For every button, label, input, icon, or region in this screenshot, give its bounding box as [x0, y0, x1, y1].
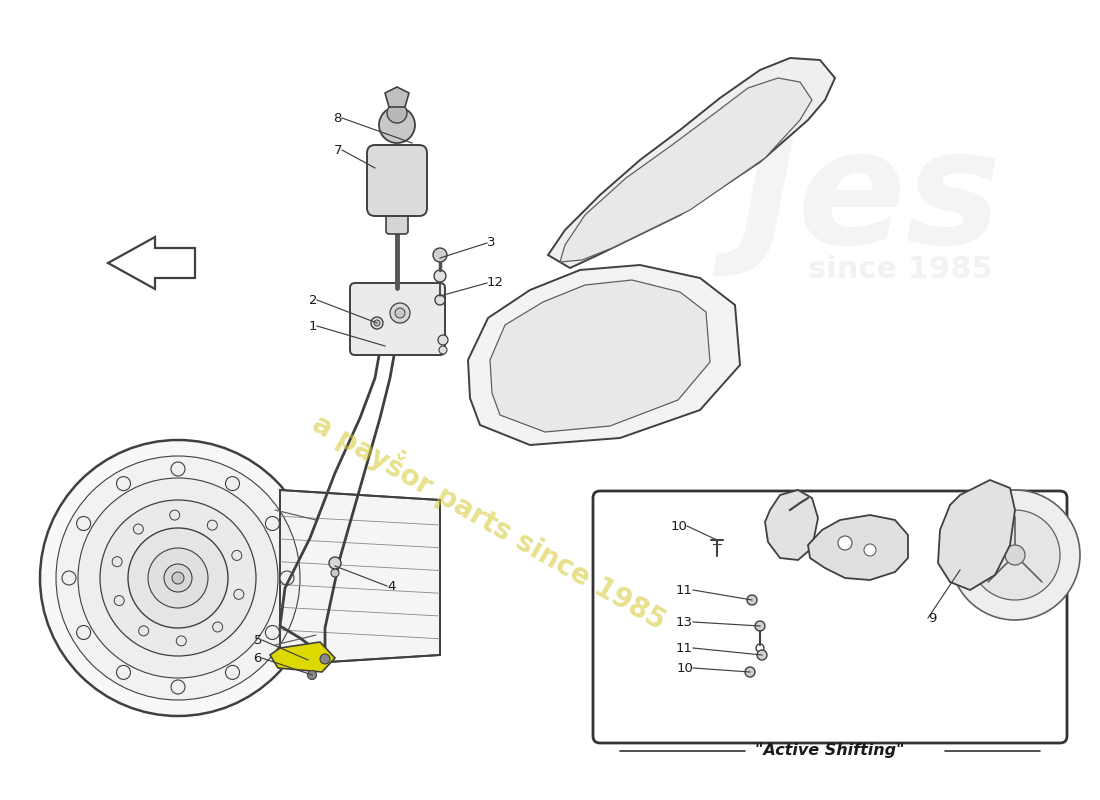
- Text: 11: 11: [676, 642, 693, 654]
- Text: 1: 1: [308, 319, 317, 333]
- Polygon shape: [548, 58, 835, 268]
- FancyBboxPatch shape: [367, 145, 427, 216]
- Circle shape: [148, 548, 208, 608]
- FancyBboxPatch shape: [386, 210, 408, 234]
- Circle shape: [212, 622, 222, 632]
- Polygon shape: [468, 265, 740, 445]
- Text: 11: 11: [676, 583, 693, 597]
- Circle shape: [139, 626, 148, 636]
- FancyBboxPatch shape: [350, 283, 446, 355]
- Text: Jes: Jes: [738, 122, 1001, 278]
- Circle shape: [838, 536, 853, 550]
- Circle shape: [864, 544, 876, 556]
- Circle shape: [970, 510, 1060, 600]
- Text: 10: 10: [676, 662, 693, 674]
- Circle shape: [371, 317, 383, 329]
- Polygon shape: [808, 515, 908, 580]
- Text: 7: 7: [333, 143, 342, 157]
- Circle shape: [755, 621, 764, 631]
- Circle shape: [747, 595, 757, 605]
- Circle shape: [265, 517, 279, 530]
- Circle shape: [133, 524, 143, 534]
- Circle shape: [169, 510, 179, 520]
- Circle shape: [390, 303, 410, 323]
- Text: 3: 3: [487, 237, 495, 250]
- Circle shape: [438, 335, 448, 345]
- Circle shape: [128, 528, 228, 628]
- Circle shape: [176, 636, 186, 646]
- Polygon shape: [490, 280, 710, 432]
- Circle shape: [207, 520, 218, 530]
- Circle shape: [170, 462, 185, 476]
- Circle shape: [234, 590, 244, 599]
- Circle shape: [433, 248, 447, 262]
- Circle shape: [117, 666, 131, 679]
- Circle shape: [77, 626, 90, 639]
- Circle shape: [950, 490, 1080, 620]
- Circle shape: [280, 571, 294, 585]
- Circle shape: [329, 557, 341, 569]
- Circle shape: [331, 569, 339, 577]
- Circle shape: [434, 295, 446, 305]
- Circle shape: [439, 346, 447, 354]
- Circle shape: [172, 572, 184, 584]
- Text: 9: 9: [928, 611, 936, 625]
- Text: 13: 13: [676, 615, 693, 629]
- Text: since 1985: since 1985: [807, 255, 992, 285]
- Text: 6: 6: [254, 651, 262, 665]
- Circle shape: [320, 654, 330, 664]
- Circle shape: [78, 478, 278, 678]
- Circle shape: [308, 670, 317, 679]
- Polygon shape: [938, 480, 1015, 590]
- Circle shape: [232, 550, 242, 561]
- Circle shape: [1005, 545, 1025, 565]
- Circle shape: [164, 564, 192, 592]
- Text: 10: 10: [670, 519, 688, 533]
- Text: 5: 5: [253, 634, 262, 646]
- Polygon shape: [385, 87, 409, 107]
- FancyBboxPatch shape: [593, 491, 1067, 743]
- Circle shape: [100, 500, 256, 656]
- Circle shape: [226, 666, 240, 679]
- Circle shape: [112, 557, 122, 566]
- Polygon shape: [764, 490, 818, 560]
- Text: a payṧor parts since 1985: a payṧor parts since 1985: [307, 404, 673, 636]
- Circle shape: [265, 626, 279, 639]
- Text: 8: 8: [333, 111, 342, 125]
- Text: 12: 12: [487, 277, 504, 290]
- Polygon shape: [108, 237, 195, 289]
- Circle shape: [226, 477, 240, 490]
- Text: "Active Shifting": "Active Shifting": [756, 743, 904, 758]
- Circle shape: [387, 103, 407, 123]
- Polygon shape: [270, 642, 336, 672]
- Circle shape: [40, 440, 316, 716]
- Circle shape: [56, 456, 300, 700]
- Circle shape: [114, 595, 124, 606]
- Polygon shape: [280, 490, 440, 665]
- Circle shape: [117, 477, 131, 490]
- Circle shape: [395, 308, 405, 318]
- Circle shape: [757, 650, 767, 660]
- Circle shape: [374, 320, 379, 326]
- Circle shape: [434, 270, 446, 282]
- Text: 4: 4: [387, 579, 395, 593]
- Text: 2: 2: [308, 294, 317, 306]
- Circle shape: [170, 680, 185, 694]
- Circle shape: [77, 517, 90, 530]
- Circle shape: [379, 107, 415, 143]
- Circle shape: [745, 667, 755, 677]
- Polygon shape: [560, 78, 812, 262]
- Circle shape: [62, 571, 76, 585]
